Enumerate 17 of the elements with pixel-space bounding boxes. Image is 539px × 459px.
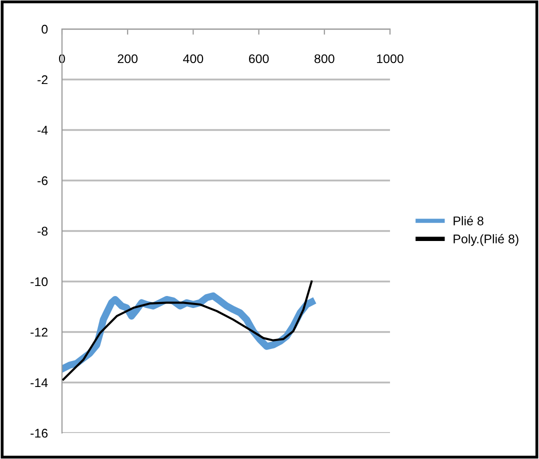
y-tick-label: -12 — [30, 328, 48, 337]
x-tick-label: 400 — [183, 54, 204, 64]
legend-label: Poly.(Plié 8) — [454, 234, 518, 246]
y-tick-label: -10 — [30, 277, 48, 286]
y-tick-label: -8 — [38, 226, 48, 236]
y-tick-label: 0 — [42, 24, 48, 34]
y-tick-label: -2 — [38, 75, 48, 84]
legend-label: Plié 8 — [454, 216, 484, 226]
x-tick-label: 600 — [249, 54, 269, 64]
x-tick-label: 200 — [118, 54, 138, 64]
y-tick-label: -6 — [38, 176, 48, 186]
x-tick-label: 1000 — [377, 54, 404, 64]
line-series — [62, 280, 313, 381]
y-tick-label: -4 — [38, 126, 48, 135]
y-tick-label: -16 — [30, 428, 48, 438]
x-tick-label: 800 — [314, 54, 334, 64]
y-tick-label: -14 — [30, 378, 48, 388]
